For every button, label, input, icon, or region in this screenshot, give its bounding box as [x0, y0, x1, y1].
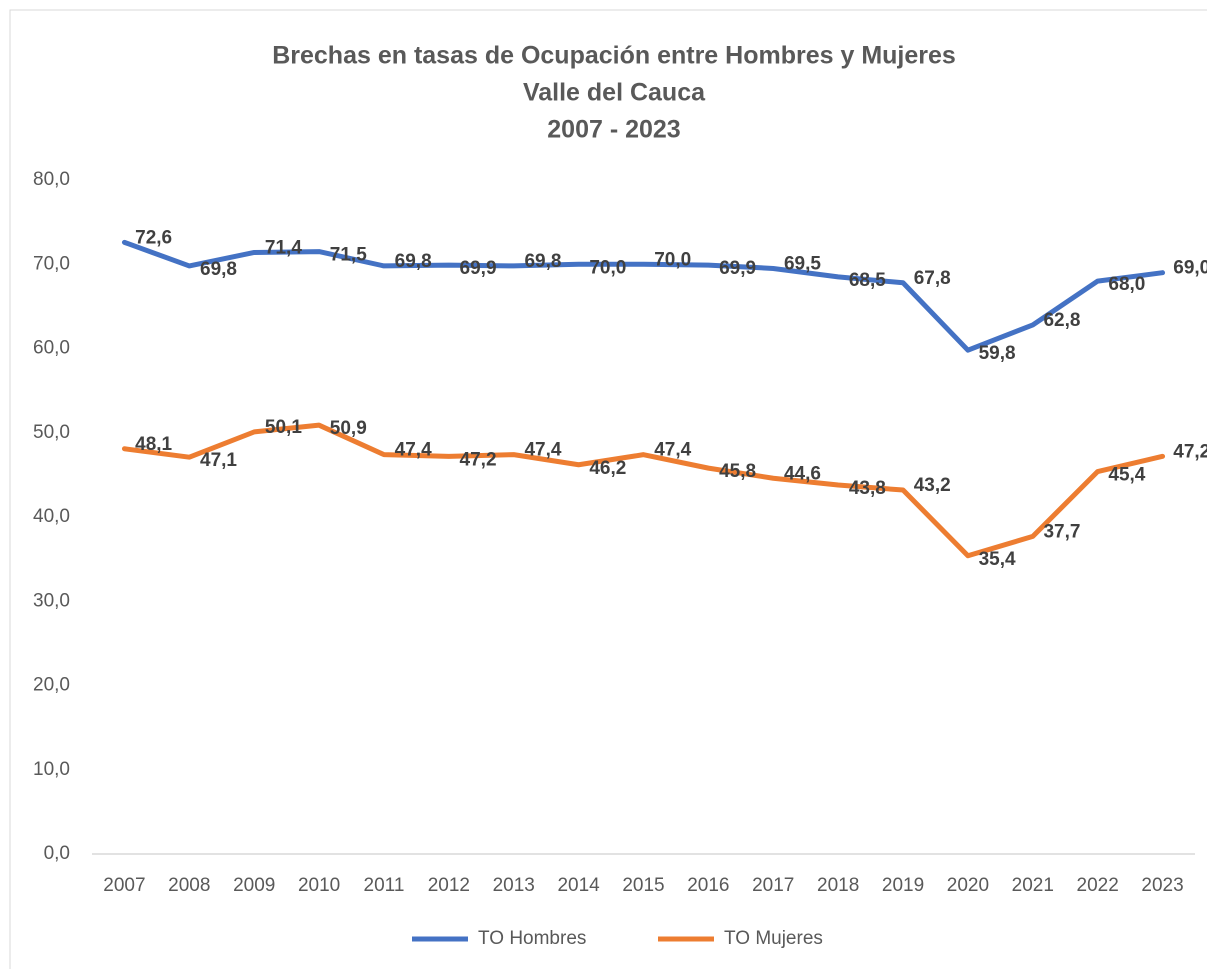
data-label: 68,0 [1108, 274, 1145, 295]
chart-subtitle: 2007 - 2023 [547, 116, 680, 144]
data-label: 47,4 [524, 440, 561, 461]
x-tick-label: 2018 [817, 875, 859, 896]
legend-label: TO Hombres [478, 928, 586, 949]
x-tick-label: 2012 [428, 875, 470, 896]
x-tick-label: 2022 [1077, 875, 1119, 896]
data-label: 71,4 [265, 237, 302, 258]
y-tick-label: 10,0 [33, 759, 70, 780]
x-tick-label: 2017 [752, 875, 794, 896]
chart-subtitle: Valle del Cauca [523, 79, 706, 107]
data-label: 71,5 [330, 245, 367, 266]
data-label: 50,1 [265, 417, 302, 438]
x-tick-label: 2020 [947, 875, 989, 896]
y-tick-label: 60,0 [33, 338, 70, 359]
data-label: 45,8 [719, 461, 756, 482]
data-label: 69,8 [524, 251, 561, 272]
y-tick-label: 40,0 [33, 506, 70, 527]
x-tick-label: 2014 [557, 875, 600, 896]
y-tick-label: 0,0 [44, 843, 70, 864]
data-label: 69,8 [395, 251, 432, 272]
data-label: 59,8 [979, 343, 1016, 364]
data-label: 72,6 [135, 227, 172, 248]
data-label: 70,0 [589, 257, 626, 278]
y-tick-label: 50,0 [33, 422, 70, 443]
data-label: 69,0 [1173, 258, 1207, 279]
data-label: 70,0 [654, 249, 691, 270]
chart-frame [9, 9, 1207, 969]
data-label: 47,2 [460, 449, 497, 470]
x-tick-label: 2023 [1141, 875, 1183, 896]
data-label: 35,4 [979, 549, 1016, 570]
data-label: 47,2 [1173, 441, 1207, 462]
data-label: 50,9 [330, 418, 367, 439]
data-label: 47,1 [200, 450, 237, 471]
data-label: 47,4 [395, 440, 432, 461]
y-tick-label: 70,0 [33, 253, 70, 274]
data-label: 37,7 [1043, 521, 1080, 542]
data-label: 45,4 [1108, 465, 1145, 486]
data-label: 43,8 [849, 478, 886, 499]
chart-title: Brechas en tasas de Ocupación entre Homb… [272, 42, 956, 70]
y-tick-label: 80,0 [33, 169, 70, 190]
data-label: 69,8 [200, 259, 237, 280]
data-label: 43,2 [914, 475, 951, 496]
data-label: 46,2 [589, 458, 626, 479]
series-line [121, 422, 1166, 559]
x-tick-label: 2016 [687, 875, 729, 896]
x-tick-label: 2013 [493, 875, 535, 896]
y-tick-label: 30,0 [33, 590, 70, 611]
legend-label: TO Mujeres [724, 928, 823, 949]
x-tick-label: 2008 [168, 875, 210, 896]
data-label: 47,4 [654, 440, 691, 461]
x-tick-label: 2007 [103, 875, 145, 896]
data-label: 48,1 [135, 434, 172, 455]
data-label: 44,6 [784, 463, 821, 484]
x-tick-label: 2019 [882, 875, 924, 896]
x-tick-label: 2010 [298, 875, 340, 896]
y-tick-label: 20,0 [33, 675, 70, 696]
x-tick-label: 2021 [1012, 875, 1054, 896]
data-label: 67,8 [914, 268, 951, 289]
data-label: 68,5 [849, 270, 886, 291]
x-tick-label: 2009 [233, 875, 275, 896]
data-label: 69,5 [784, 253, 821, 274]
data-label: 69,9 [460, 258, 497, 279]
x-tick-label: 2011 [364, 875, 405, 896]
data-label: 69,9 [719, 258, 756, 279]
series-line [121, 239, 1166, 353]
data-label: 62,8 [1043, 310, 1080, 331]
x-tick-label: 2015 [622, 875, 664, 896]
